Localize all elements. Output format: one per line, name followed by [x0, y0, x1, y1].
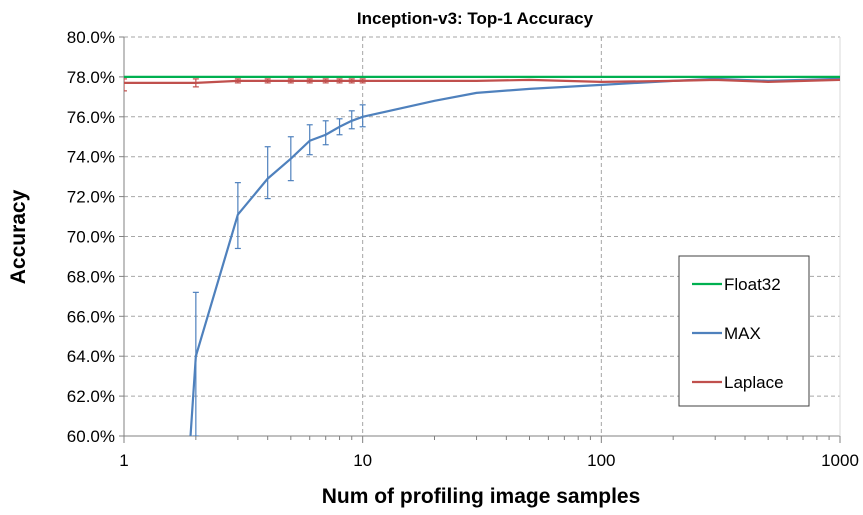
x-axis-title: Num of profiling image samples: [322, 485, 641, 508]
series-layer: [124, 75, 840, 436]
legend-label-laplace: Laplace: [724, 373, 784, 392]
y-tick-label: 80.0%: [67, 28, 115, 47]
legend-box: [678, 255, 810, 407]
y-tick-label: 66.0%: [67, 307, 115, 326]
y-tick-label: 68.0%: [67, 267, 115, 286]
chart-title: Inception-v3: Top-1 Accuracy: [357, 9, 594, 28]
y-tick-label: 62.0%: [67, 387, 115, 406]
legend: Float32 MAX Laplace: [678, 255, 810, 407]
y-axis-title: Accuracy: [7, 189, 30, 284]
series-line-laplace: [124, 78, 840, 84]
legend-label-float32: Float32: [724, 275, 781, 294]
axes: 60.0% 62.0% 64.0% 66.0% 68.0% 70.0% 72.0% 74.0%…: [67, 28, 859, 470]
x-tick-label: 100: [587, 451, 615, 470]
y-tick-label: 76.0%: [67, 108, 115, 127]
y-tick-label: 70.0%: [67, 228, 115, 247]
y-tick-label: 74.0%: [67, 148, 115, 167]
y-tick-label: 60.0%: [67, 427, 115, 446]
x-tick-label: 1000: [821, 451, 859, 470]
y-tick-label: 64.0%: [67, 347, 115, 366]
x-tick-label: 1: [119, 451, 128, 470]
series-laplace: [124, 78, 840, 92]
y-tick-label: 72.0%: [67, 188, 115, 207]
y-tick-label: 78.0%: [67, 68, 115, 87]
x-tick-label: 10: [353, 451, 372, 470]
legend-label-max: MAX: [724, 324, 761, 343]
